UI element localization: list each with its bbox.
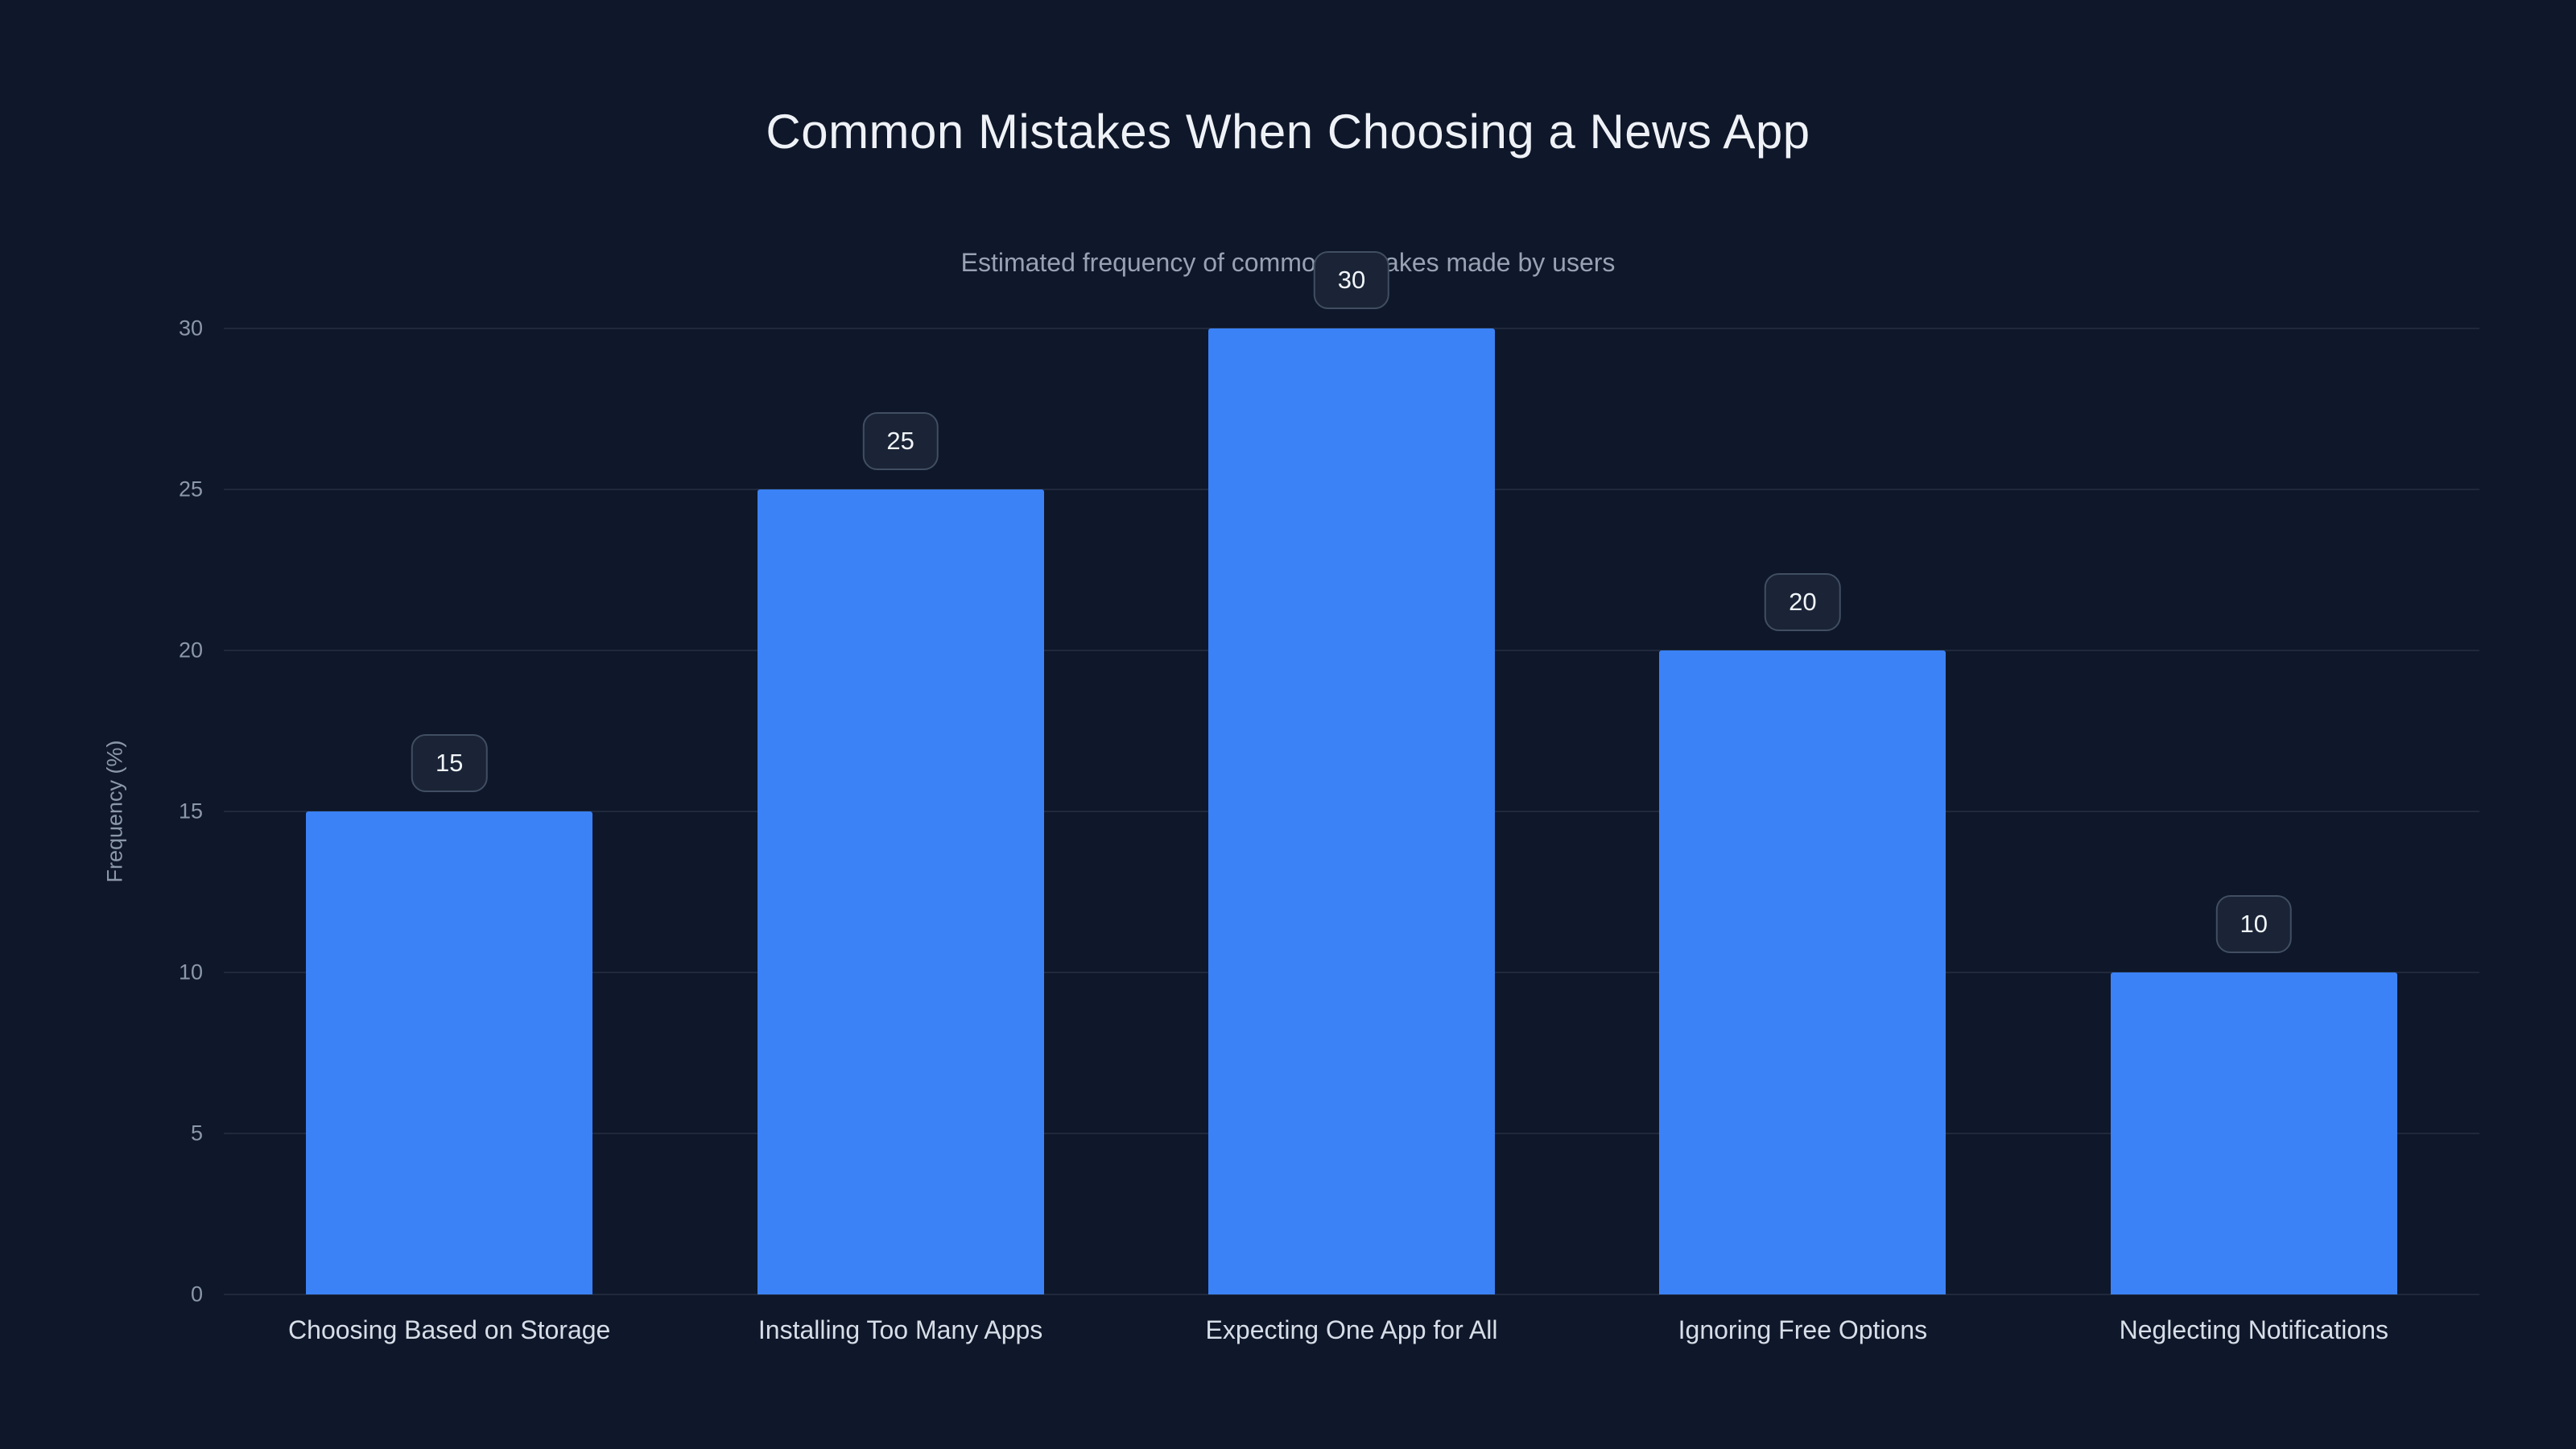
bar (757, 489, 1044, 1294)
y-tick-label: 5 (190, 1121, 203, 1146)
x-tick-label: Expecting One App for All (1205, 1315, 1498, 1344)
bar-value-badge: 30 (1313, 251, 1390, 309)
y-tick-label: 15 (178, 799, 203, 824)
y-axis-title: Frequency (%) (102, 740, 127, 883)
bar-slot: 20 Ignoring Free Options (1577, 328, 2028, 1344)
y-tick-label: 0 (190, 1282, 203, 1307)
bar-value-badge: 15 (411, 734, 488, 792)
x-tick-label: Neglecting Notifications (2119, 1315, 2388, 1344)
bar-value-badge: 25 (862, 412, 939, 470)
bar (2110, 972, 2397, 1294)
x-tick-label: Installing Too Many Apps (758, 1315, 1043, 1344)
x-tick-label: Choosing Based on Storage (288, 1315, 611, 1344)
chart-title: Common Mistakes When Choosing a News App (766, 105, 1810, 159)
bar-slot: 15 Choosing Based on Storage (224, 328, 675, 1344)
bar (1208, 328, 1495, 1294)
x-tick-label: Ignoring Free Options (1678, 1315, 1928, 1344)
y-tick-label: 30 (178, 316, 203, 341)
y-tick-label: 20 (178, 638, 203, 663)
bar (306, 811, 593, 1294)
chart-subtitle: Estimated frequency of common mistakes m… (960, 248, 1616, 277)
bar-slot: 30 Expecting One App for All (1126, 251, 1577, 1344)
bar-value-badge: 20 (1765, 573, 1841, 631)
bar-slot: 25 Installing Too Many Apps (675, 328, 1125, 1344)
bar-value-badge: 10 (2215, 895, 2293, 953)
y-tick-label: 25 (178, 477, 203, 502)
bar-slot: 10 Neglecting Notifications (2029, 328, 2479, 1344)
y-tick-label: 10 (178, 960, 203, 985)
gridline (224, 1294, 2479, 1295)
bar (1659, 650, 1946, 1294)
plot-area: 0 5 10 15 20 25 30 15 Choosing Based on Storage 2… (179, 251, 2479, 1344)
